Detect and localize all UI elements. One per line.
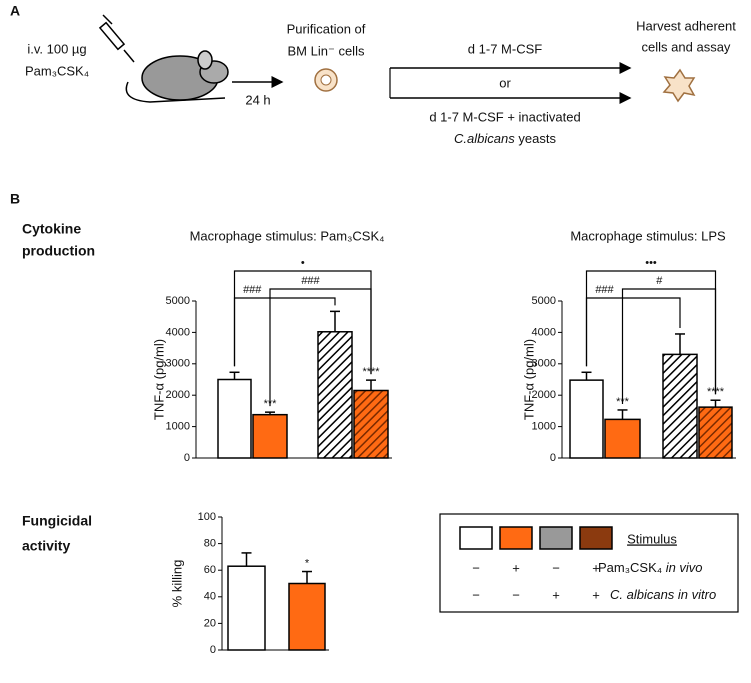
- bar: [569, 379, 604, 459]
- legend-sign: +: [592, 587, 600, 602]
- legend-sign: −: [512, 587, 520, 602]
- comparison-bracket: [585, 270, 717, 395]
- injection-text: Pam₃CSK₄: [25, 63, 89, 78]
- row-label: activity: [22, 538, 70, 554]
- legend-title: Stimulus: [627, 531, 677, 546]
- syringe: [98, 14, 135, 63]
- y-axis-label: TNF-α (pg/ml): [521, 339, 536, 420]
- culture-text: or: [499, 75, 511, 90]
- y-tick-label: 4000: [532, 326, 556, 338]
- significance-label: *: [305, 557, 310, 569]
- y-tick-label: 5000: [532, 295, 556, 307]
- bar: [217, 378, 252, 459]
- legend-sign: +: [512, 560, 520, 575]
- cell: [662, 68, 696, 103]
- bar: [288, 582, 326, 651]
- bar: [317, 331, 353, 459]
- bar: [353, 389, 389, 459]
- chart-title: Macrophage stimulus: Pam₃CSK₄: [190, 228, 385, 243]
- bar: [604, 418, 641, 459]
- y-tick-label: 20: [204, 617, 216, 629]
- culture-text: C.albicans: [454, 131, 515, 146]
- culture-text: d 1-7 M-CSF: [468, 41, 542, 56]
- bar: [662, 353, 698, 459]
- comparison-label: ###: [243, 284, 262, 296]
- delay-text: 24 h: [245, 92, 270, 107]
- harvest-text: cells and assay: [642, 39, 731, 54]
- harvest-text: Harvest adherent: [636, 18, 736, 33]
- legend-sign: −: [472, 587, 480, 602]
- mouse: [125, 50, 229, 103]
- legend-swatch: [579, 526, 613, 550]
- legend-row-label: in vivo: [666, 560, 703, 575]
- legend-sign: +: [592, 560, 600, 575]
- legend-swatch: [539, 526, 573, 550]
- legend-swatch: [499, 526, 533, 550]
- y-tick-label: 2000: [532, 389, 556, 401]
- comparison-label: ###: [301, 275, 320, 287]
- legend-swatch: [459, 526, 493, 550]
- legend-sign: −: [552, 560, 560, 575]
- chart-title: Macrophage stimulus: LPS: [570, 228, 726, 243]
- row-label: Fungicidal: [22, 513, 92, 529]
- row-label: Cytokine: [22, 221, 81, 237]
- legend-row-label: Pam₃CSK₄: [598, 560, 662, 575]
- row-label: production: [22, 243, 95, 259]
- y-tick-label: 3000: [166, 358, 190, 370]
- legend-row-label: Pam₃CSK₄ in vivo: [598, 560, 703, 575]
- bar: [252, 413, 288, 459]
- y-tick-label: 2000: [166, 389, 190, 401]
- comparison-label: #: [656, 275, 663, 287]
- cell: [320, 74, 332, 86]
- comparison-label: •: [301, 257, 305, 269]
- injection-text: i.v. 100 µg: [27, 41, 86, 56]
- y-tick-label: 0: [184, 452, 190, 464]
- y-tick-label: 5000: [166, 295, 190, 307]
- comparison-label: •••: [645, 257, 657, 269]
- panel-label: A: [10, 3, 20, 19]
- purification-text: BM Lin⁻ cells: [288, 43, 365, 58]
- y-tick-label: 1000: [532, 421, 556, 433]
- legend-row-label: C. albicans in vitro: [610, 587, 716, 602]
- y-tick-label: 3000: [532, 358, 556, 370]
- purification-text: Purification of: [287, 21, 366, 36]
- y-tick-label: 1000: [166, 421, 190, 433]
- y-tick-label: 0: [210, 644, 216, 656]
- y-tick-label: 0: [550, 452, 556, 464]
- legend-sign: −: [472, 560, 480, 575]
- y-axis-label: TNF-α (pg/ml): [151, 339, 166, 420]
- panel-label: B: [10, 191, 20, 207]
- comparison-label: ###: [595, 284, 614, 296]
- y-axis-label: % killing: [169, 560, 184, 608]
- y-tick-label: 100: [198, 511, 216, 523]
- bar: [227, 565, 266, 651]
- bar: [698, 406, 733, 459]
- y-tick-label: 80: [204, 538, 216, 550]
- legend-box: [439, 513, 739, 613]
- comparison-bracket: [233, 270, 372, 375]
- y-tick-label: 60: [204, 564, 216, 576]
- culture-text: C.albicans yeasts: [454, 131, 556, 146]
- y-tick-label: 4000: [166, 326, 190, 338]
- culture-text: d 1-7 M-CSF + inactivated: [429, 109, 580, 124]
- y-tick-label: 40: [204, 591, 216, 603]
- legend-sign: +: [552, 587, 560, 602]
- culture-text: yeasts: [518, 131, 556, 146]
- legend-row-label: C. albicans in vitro: [610, 587, 716, 602]
